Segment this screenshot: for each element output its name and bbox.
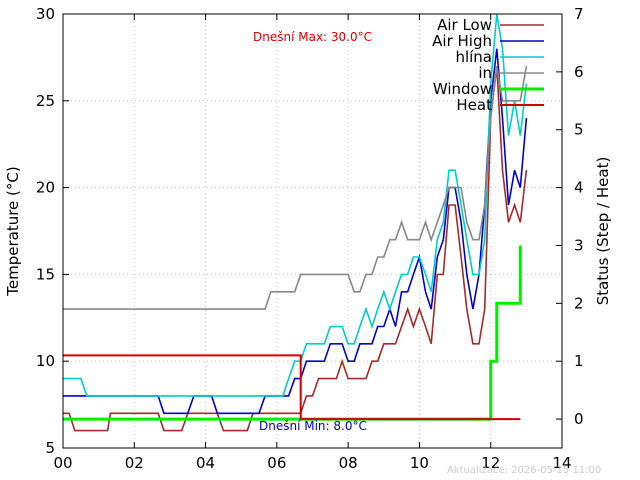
y2-tick-label: 5	[574, 121, 584, 139]
series-line-2	[63, 13, 528, 397]
y2-tick-label: 3	[574, 236, 584, 254]
y2-tick-label: 6	[574, 63, 584, 81]
y-tick-label: 30	[36, 5, 55, 23]
series-lines	[63, 13, 528, 432]
legend-label-0: Air Low	[437, 16, 492, 34]
y-tick-label: 15	[36, 265, 55, 283]
y2-tick-label: 4	[574, 179, 584, 197]
x-tick-label: 00	[53, 454, 72, 472]
y-tick-label: 5	[45, 439, 55, 457]
y-tick-label: 10	[36, 352, 55, 370]
y2-tick-label: 1	[574, 352, 584, 370]
x-tick-label: 08	[339, 454, 358, 472]
legend-label-5: Heat	[456, 96, 492, 114]
legend-label-1: Air High	[432, 32, 492, 50]
y2-tick-label: 2	[574, 294, 584, 312]
series-line-1	[63, 48, 528, 415]
daily-max-label: Dnešní Max: 30.0°C	[253, 30, 372, 44]
plot-border	[62, 13, 563, 449]
y2-tick-label: 0	[574, 410, 584, 428]
series-line-3	[63, 65, 528, 310]
x-tick-label: 04	[196, 454, 215, 472]
legend-label-4: Window	[433, 80, 492, 98]
y-axis-title: Temperature (°C)	[4, 166, 22, 296]
x-tick-label: 10	[410, 454, 429, 472]
legend-label-2: hlína	[455, 48, 492, 66]
x-tick-label: 12	[481, 454, 500, 472]
y2-axis-title: Status (Step / Heat)	[594, 157, 612, 306]
x-tick-label: 14	[552, 454, 571, 472]
last-update-label: Aktualizace: 2026-05-15 11:00	[447, 465, 601, 476]
series-line-5	[63, 354, 521, 421]
y2-tick-label: 7	[574, 5, 584, 23]
legend-label-3: in	[478, 64, 492, 82]
y-tick-label: 20	[36, 179, 55, 197]
x-tick-label: 06	[267, 454, 286, 472]
x-tick-label: 02	[125, 454, 144, 472]
daily-min-label: Dnešní Min: 8.0°C	[259, 419, 367, 433]
y-tick-label: 25	[36, 92, 55, 110]
